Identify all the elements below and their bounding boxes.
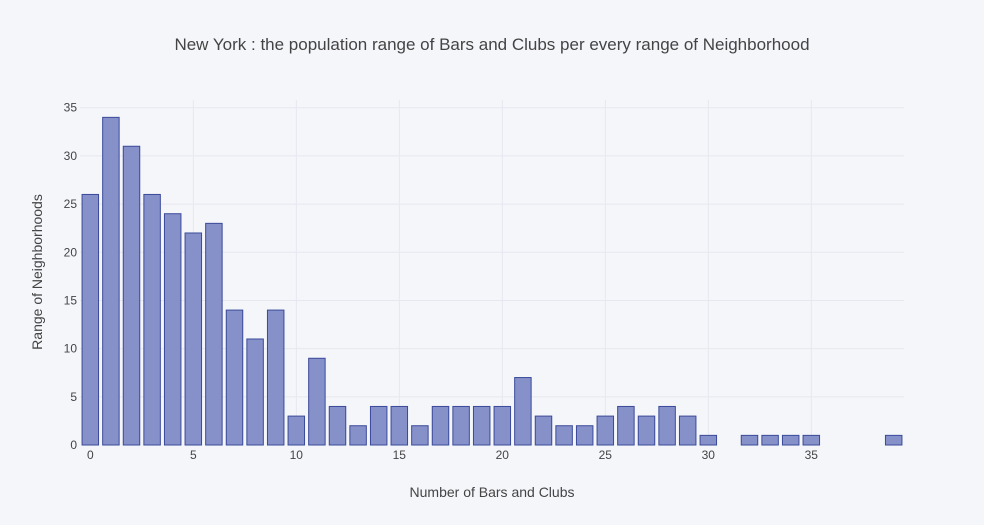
bar[interactable]: [184, 232, 203, 446]
bar[interactable]: [205, 222, 223, 446]
y-tick-label: 35: [64, 101, 78, 115]
bar[interactable]: [328, 405, 347, 446]
grid-layer: [80, 100, 904, 445]
x-tick-label: 20: [496, 448, 510, 462]
bar[interactable]: [740, 434, 759, 446]
bar[interactable]: [163, 213, 182, 446]
bar[interactable]: [102, 116, 120, 446]
bar[interactable]: [390, 405, 409, 446]
y-tick-label: 25: [64, 197, 78, 211]
y-axis-ticks: 0 5 10 15 20 25 30 35: [64, 101, 78, 452]
bar[interactable]: [349, 425, 367, 446]
bar[interactable]: [617, 405, 635, 446]
bar[interactable]: [493, 405, 512, 446]
y-tick-label: 10: [64, 342, 78, 356]
bar[interactable]: [596, 415, 615, 446]
bar[interactable]: [287, 415, 306, 446]
x-axis-title: Number of Bars and Clubs: [410, 484, 575, 500]
bar[interactable]: [699, 434, 718, 446]
bar[interactable]: [122, 145, 141, 446]
bar[interactable]: [431, 405, 450, 446]
chart-title: New York : the population range of Bars …: [174, 35, 809, 54]
bar[interactable]: [678, 415, 697, 446]
bar[interactable]: [658, 405, 676, 446]
y-tick-label: 0: [70, 438, 77, 452]
bar[interactable]: [81, 193, 100, 446]
x-tick-label: 5: [190, 448, 197, 462]
bar[interactable]: [369, 405, 388, 446]
x-tick-label: 0: [87, 448, 94, 462]
y-tick-label: 30: [64, 149, 78, 163]
bar[interactable]: [246, 338, 264, 446]
x-tick-label: 15: [393, 448, 407, 462]
y-tick-label: 15: [64, 293, 78, 307]
bars-layer: [81, 116, 903, 446]
bar[interactable]: [514, 377, 532, 446]
bar[interactable]: [308, 357, 326, 446]
x-tick-label: 30: [702, 448, 716, 462]
bar[interactable]: [781, 434, 800, 446]
x-tick-label: 35: [805, 448, 819, 462]
bar[interactable]: [575, 425, 594, 446]
y-tick-label: 20: [64, 245, 78, 259]
x-tick-label: 25: [599, 448, 613, 462]
bar[interactable]: [884, 434, 903, 446]
bar[interactable]: [637, 415, 656, 446]
y-axis-title: Range of Neighborhoods: [29, 194, 45, 350]
y-tick-label: 5: [70, 390, 77, 404]
x-axis-ticks: 0 5 10 15 20 25 30 35: [87, 448, 818, 462]
bar[interactable]: [266, 309, 285, 446]
bar[interactable]: [143, 193, 161, 446]
bar[interactable]: [802, 434, 821, 446]
x-tick-label: 10: [290, 448, 304, 462]
bar[interactable]: [411, 425, 429, 446]
bar[interactable]: [452, 405, 470, 446]
bar[interactable]: [555, 425, 573, 446]
bar[interactable]: [225, 309, 244, 446]
bar[interactable]: [761, 434, 779, 446]
bar[interactable]: [534, 415, 553, 446]
bar[interactable]: [472, 405, 491, 446]
